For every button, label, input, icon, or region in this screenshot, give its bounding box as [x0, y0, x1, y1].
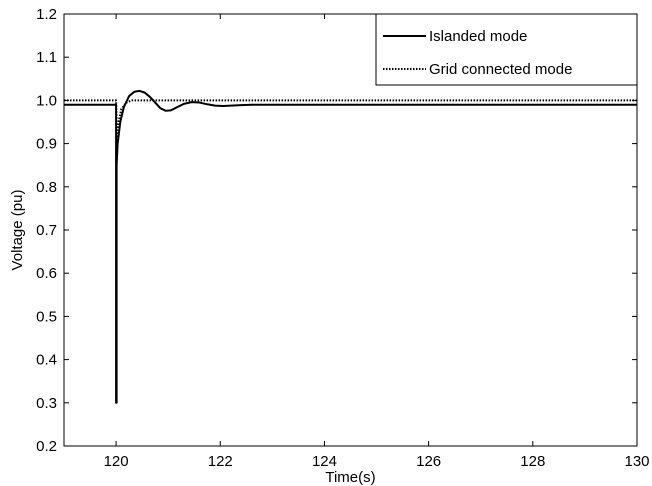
y-tick-label: 0.7	[36, 222, 57, 239]
y-tick-label: 0.3	[36, 395, 57, 412]
y-tick-label: 0.8	[36, 179, 57, 196]
y-tick-label: 0.2	[36, 438, 57, 455]
y-tick-label: 0.5	[36, 308, 57, 325]
ticks-layer: 120 122 124 126 128 130 0.2 0.3 0.4 0.5 0.6 0.7 0.8 0…	[36, 6, 649, 470]
chart-legend: Islanded mode Grid connected mode	[375, 13, 638, 86]
legend-box	[375, 13, 638, 86]
y-axis-label: Voltage (pu)	[9, 190, 26, 271]
x-axis-label: Time(s)	[325, 469, 375, 486]
x-tick-label: 128	[520, 453, 545, 470]
series-layer	[64, 89, 637, 404]
y-tick-label: 0.9	[36, 136, 57, 153]
y-tick-label: 1.1	[36, 49, 57, 66]
x-tick-label: 124	[312, 453, 337, 470]
x-tick-label: 130	[624, 453, 649, 470]
legend-label-grid-connected-mode: Grid connected mode	[429, 61, 572, 78]
y-tick-label: 1.2	[36, 6, 57, 23]
y-tick-label: 1.0	[36, 92, 57, 109]
y-tick-label: 0.6	[36, 265, 57, 282]
plot-area: 120 122 124 126 128 130 0.2 0.3 0.4 0.5 0.6 0.7 0.8 0…	[36, 6, 649, 470]
legend-label-islanded-mode: Islanded mode	[429, 28, 527, 45]
axes-box	[63, 13, 638, 447]
series-line-islanded-mode	[64, 89, 637, 404]
y-tick-label: 0.4	[36, 352, 57, 369]
x-tick-label: 122	[208, 453, 233, 470]
x-tick-label: 126	[416, 453, 441, 470]
x-tick-label: 120	[104, 453, 129, 470]
